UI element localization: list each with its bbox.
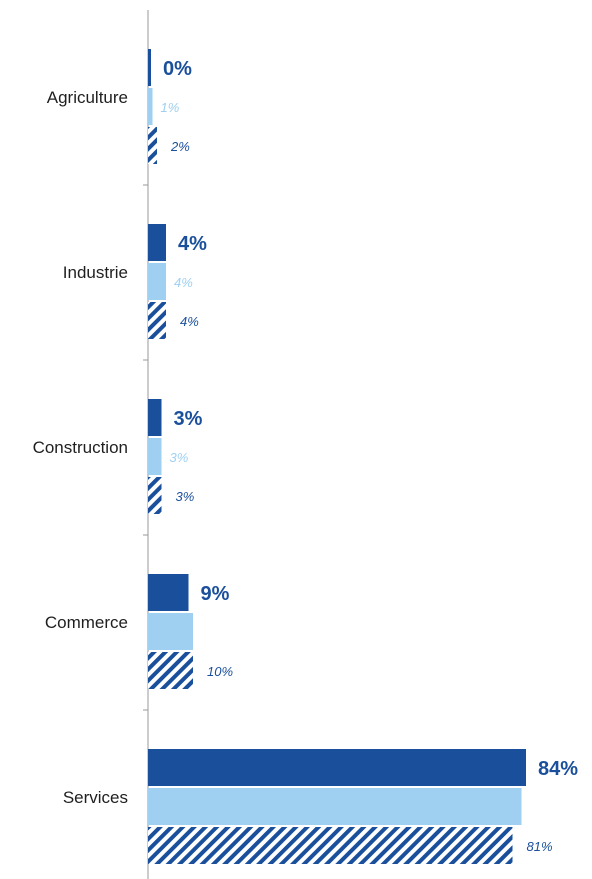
bar-commerce-series-3	[148, 652, 193, 689]
data-label-agriculture-series-1: 0%	[163, 58, 192, 80]
data-label-industrie-series-3: 4%	[180, 314, 199, 329]
data-label-industrie-series-2: 4%	[174, 275, 193, 290]
category-label-agriculture: Agriculture	[47, 88, 128, 107]
bar-agriculture-series-3	[148, 127, 157, 164]
data-label-services-series-3: 81%	[527, 839, 553, 854]
bar-services-series-2	[148, 788, 522, 825]
data-label-construction-series-1: 3%	[174, 408, 203, 430]
bar-industrie-series-3	[148, 302, 166, 339]
data-label-construction-series-2: 3%	[170, 450, 189, 465]
category-label-services: Services	[63, 788, 128, 807]
data-label-agriculture-series-3: 2%	[170, 139, 190, 154]
bar-construction-series-2	[148, 438, 162, 475]
bar-construction-series-3	[148, 477, 162, 514]
data-label-industrie-series-1: 4%	[178, 233, 207, 255]
data-label-commerce-series-1: 9%	[201, 583, 230, 605]
data-label-services-series-1: 84%	[538, 758, 578, 780]
bar-agriculture-series-2	[148, 88, 153, 125]
data-label-construction-series-3: 3%	[176, 489, 195, 504]
category-label-commerce: Commerce	[45, 613, 128, 632]
bar-construction-series-1	[148, 399, 162, 436]
data-label-agriculture-series-2: 1%	[161, 100, 180, 115]
data-label-commerce-series-3: 10%	[207, 664, 233, 679]
bar-commerce-series-2	[148, 613, 193, 650]
bar-industrie-series-1	[148, 224, 166, 261]
category-label-construction: Construction	[33, 438, 128, 457]
bar-industrie-series-2	[148, 263, 166, 300]
bar-services-series-1	[148, 749, 526, 786]
category-label-industrie: Industrie	[63, 263, 128, 282]
bar-agriculture-series-1	[148, 49, 151, 86]
bar-services-series-3	[148, 827, 513, 864]
bar-commerce-series-1	[148, 574, 189, 611]
